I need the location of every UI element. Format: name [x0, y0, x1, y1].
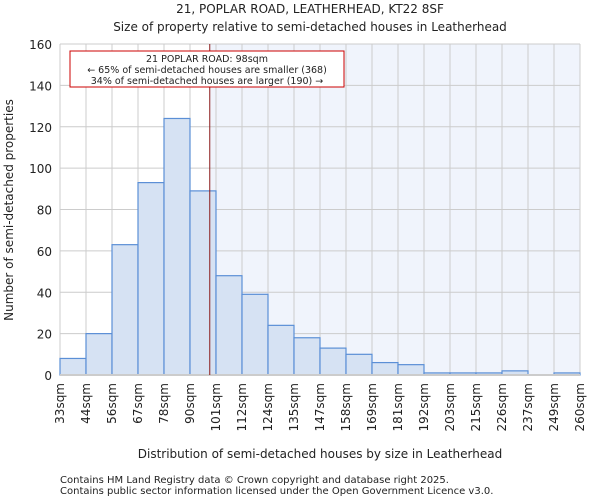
footer-line-1: Contains HM Land Registry data © Crown c…: [60, 475, 449, 486]
x-tick-label: 112sqm: [235, 383, 249, 431]
bar: [241, 293, 269, 376]
x-tick-label: 203sqm: [443, 383, 457, 431]
y-tick-label: 120: [29, 121, 52, 135]
x-tick-label: 67sqm: [131, 383, 145, 424]
bar: [189, 190, 217, 376]
annotation-text: 34% of semi-detached houses are larger (…: [91, 76, 324, 87]
x-tick-label: 56sqm: [105, 383, 119, 424]
x-tick-label: 260sqm: [573, 383, 587, 431]
x-tick-label: 215sqm: [469, 383, 483, 431]
x-tick-label: 33sqm: [53, 383, 67, 424]
x-tick-label: 135sqm: [287, 383, 301, 431]
y-tick-label: 140: [29, 79, 52, 93]
bar: [59, 357, 87, 376]
bar: [267, 324, 295, 376]
bar: [137, 182, 165, 376]
bar: [111, 244, 139, 376]
bar: [397, 364, 425, 376]
x-tick-label: 44sqm: [79, 383, 93, 424]
x-tick-label: 192sqm: [417, 383, 431, 431]
bar: [371, 361, 399, 376]
bar: [215, 275, 243, 376]
x-tick-label: 181sqm: [391, 383, 405, 431]
chart-subtitle: Size of property relative to semi-detach…: [113, 20, 507, 34]
bar: [163, 117, 191, 376]
bar: [85, 333, 113, 376]
footer-line-2: Contains public sector information licen…: [60, 486, 493, 497]
y-tick-label: 40: [37, 286, 52, 300]
y-tick-label: 160: [29, 38, 52, 52]
y-tick-label: 60: [37, 245, 52, 259]
bar: [319, 347, 347, 376]
y-tick-label: 0: [44, 369, 52, 383]
x-tick-label: 249sqm: [547, 383, 561, 431]
bar: [345, 353, 373, 376]
x-tick-label: 169sqm: [365, 383, 379, 431]
y-tick-label: 100: [29, 162, 52, 176]
x-tick-label: 124sqm: [261, 383, 275, 431]
x-tick-label: 158sqm: [339, 383, 353, 431]
x-tick-label: 78sqm: [157, 383, 171, 424]
annotation-text: ← 65% of semi-detached houses are smalle…: [87, 65, 327, 76]
x-tick-label: 237sqm: [521, 383, 535, 431]
bar: [293, 337, 321, 376]
y-tick-label: 80: [37, 204, 52, 218]
x-tick-label: 147sqm: [313, 383, 327, 431]
chart-title: 21, POPLAR ROAD, LEATHERHEAD, KT22 8SF: [176, 2, 444, 16]
annotation-box: [69, 50, 345, 88]
x-tick-label: 101sqm: [209, 383, 223, 431]
x-tick-label: 90sqm: [183, 383, 197, 424]
x-axis-label: Distribution of semi-detached houses by …: [138, 447, 502, 461]
y-axis-label: Number of semi-detached properties: [2, 99, 16, 321]
y-tick-label: 20: [37, 328, 52, 342]
x-tick-label: 226sqm: [495, 383, 509, 431]
annotation-text: 21 POPLAR ROAD: 98sqm: [146, 54, 268, 65]
